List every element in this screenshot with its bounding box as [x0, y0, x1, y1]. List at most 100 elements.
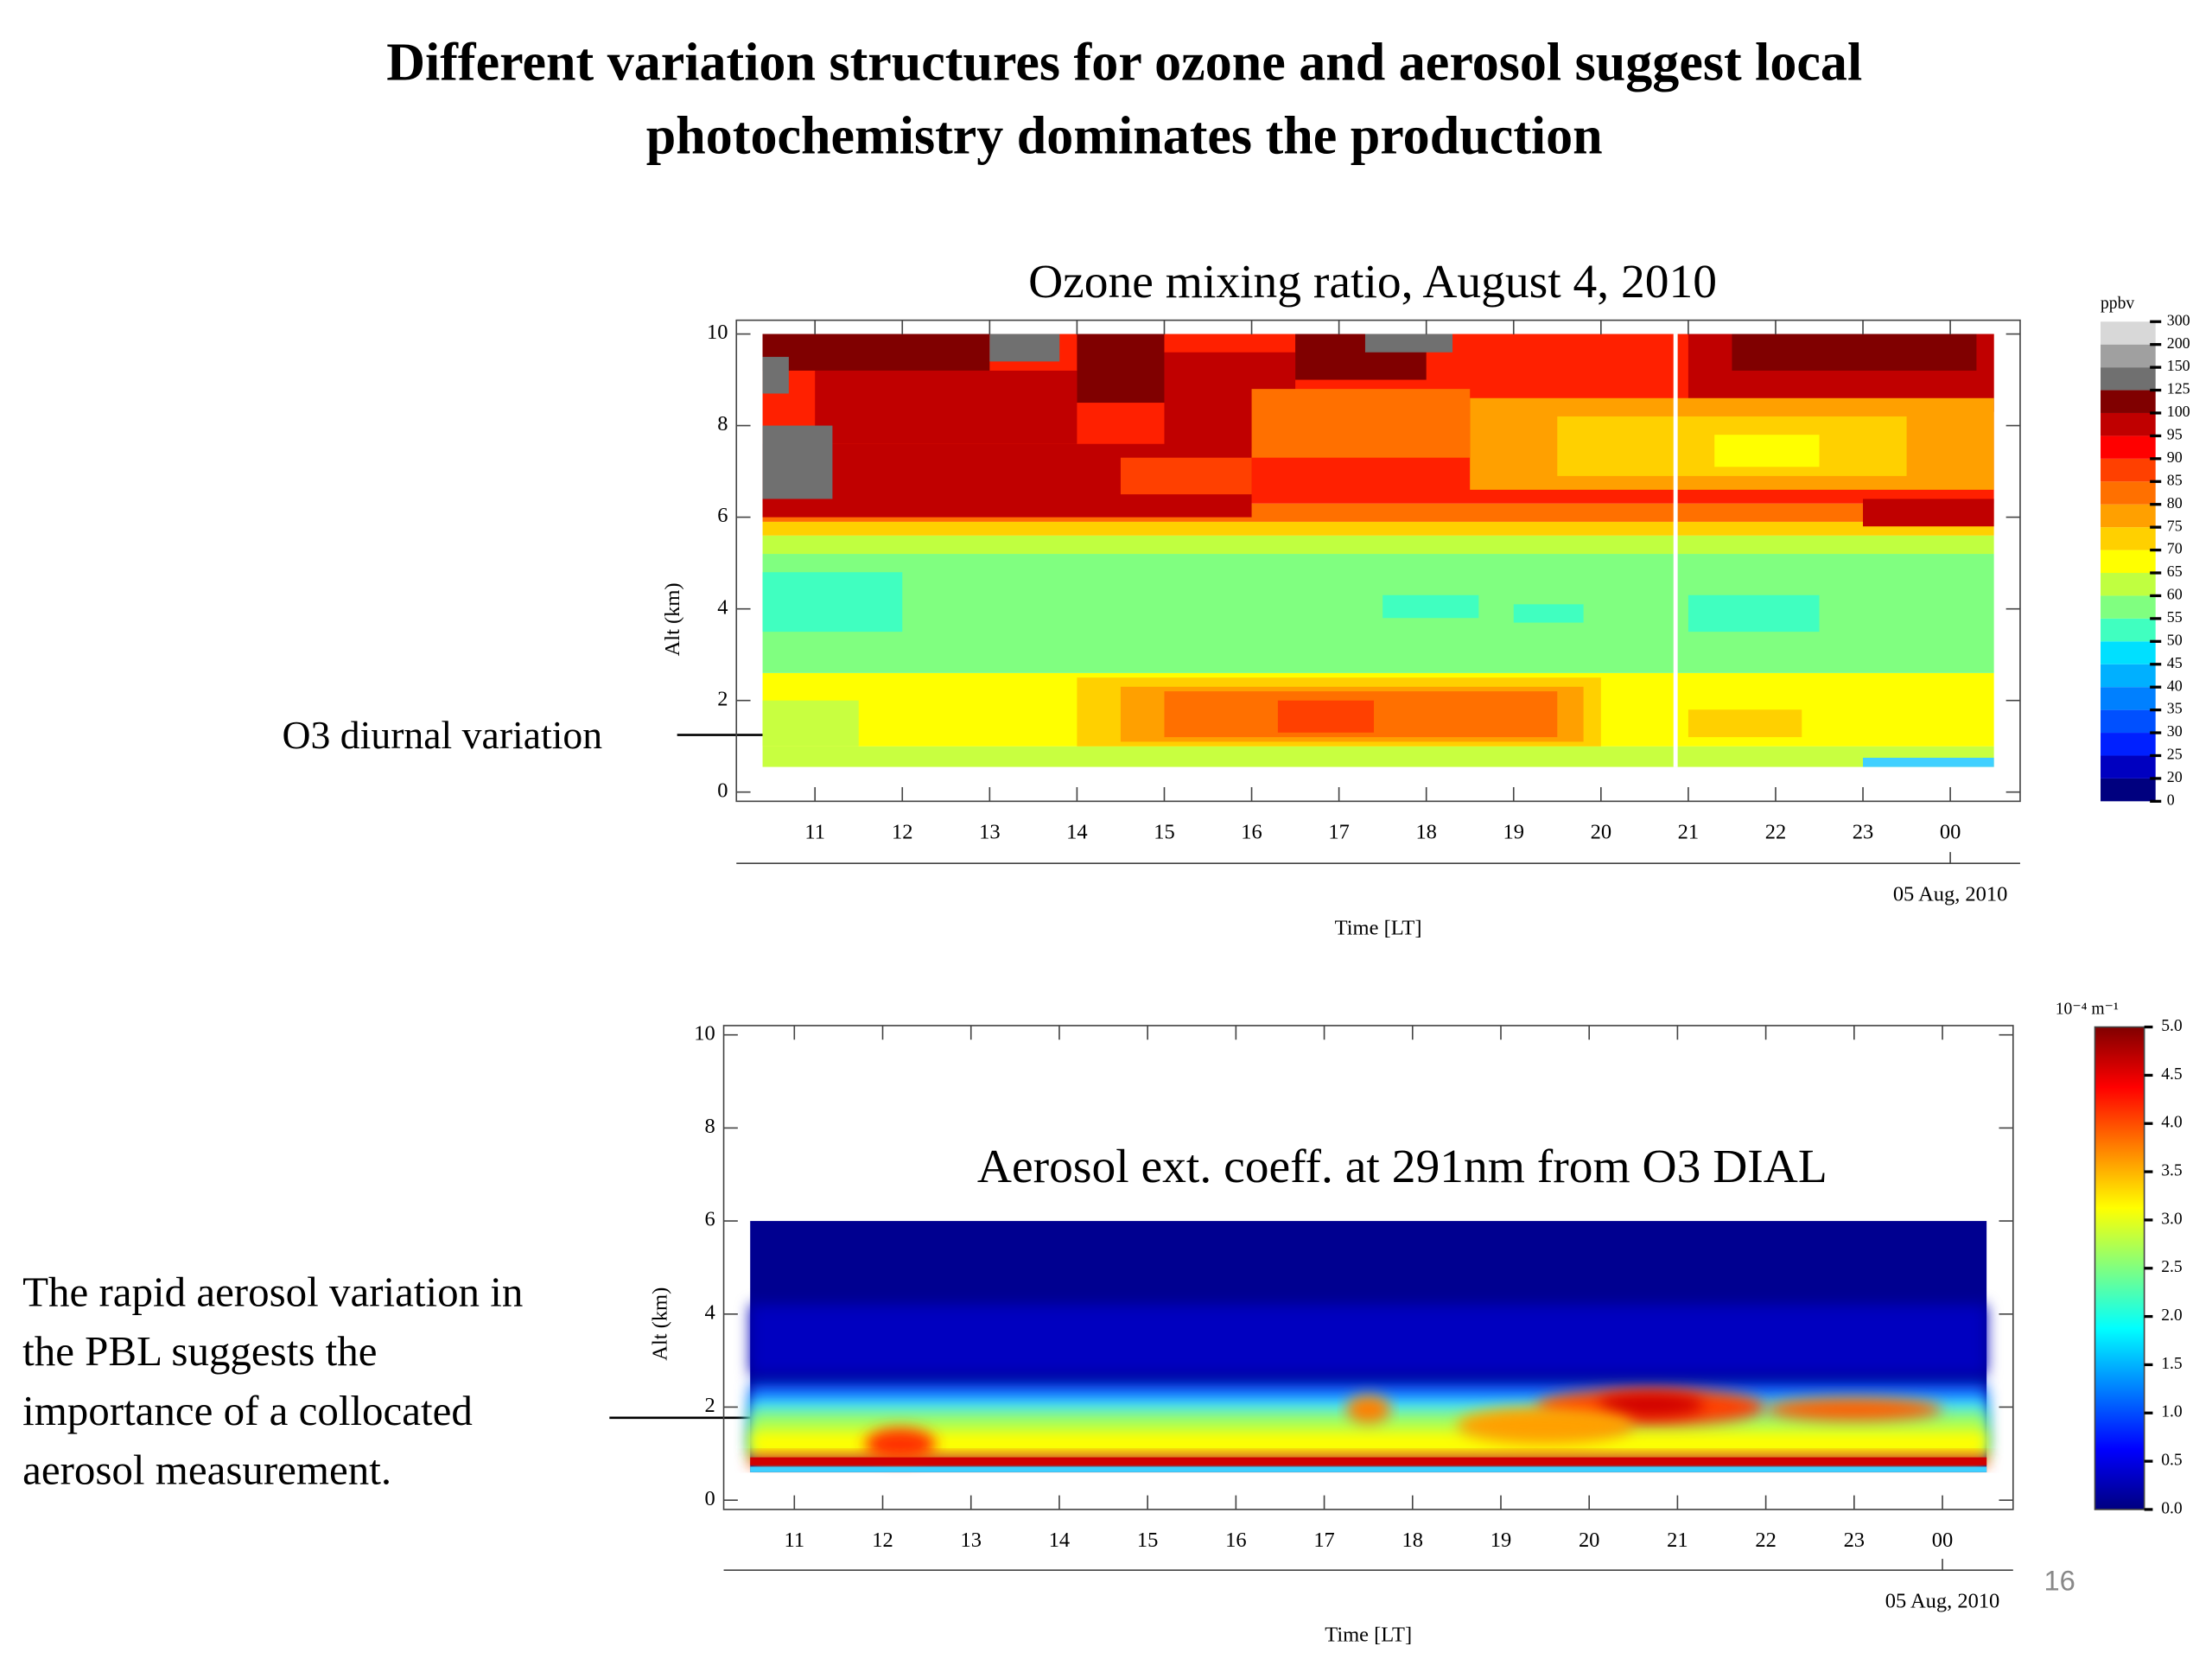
heatmap-cell: [762, 746, 1994, 767]
colorbar-tick-label: 75: [2167, 517, 2183, 534]
x-tick-label: 18: [1402, 1529, 1423, 1552]
colorbar-swatch: [2101, 641, 2156, 664]
heatmap-cell: [762, 334, 990, 371]
y-tick-label: 6: [717, 504, 728, 527]
x-tick-label: 16: [1225, 1529, 1246, 1552]
colorbar-tick-label: 5.0: [2161, 1017, 2183, 1035]
y-tick-label: 0: [717, 779, 728, 802]
colorbar-swatch: [2101, 412, 2156, 436]
x-tick-label: 13: [961, 1529, 982, 1552]
date-label: 05 Aug, 2010: [1893, 882, 2008, 906]
x-tick-label: 11: [804, 821, 825, 844]
colorbar-tick-label: 70: [2167, 540, 2183, 557]
heatmap: [762, 334, 1994, 767]
heatmap-cell: [762, 521, 1994, 536]
colorbar-tick-label: 30: [2167, 722, 2183, 740]
heatmap-cell: [1077, 334, 1165, 404]
colorbar-swatch: [2101, 435, 2156, 459]
heatmap-cell: [750, 1466, 1987, 1472]
x-tick-label: 14: [1066, 821, 1087, 844]
x-tick-label: 00: [1940, 821, 1961, 844]
colorbar-swatch: [2101, 595, 2156, 619]
slide-title: photochemistry dominates the production: [646, 106, 1603, 165]
colorbar-label: ppbv: [2101, 295, 2134, 313]
annotation: O3 diurnal variation: [283, 713, 603, 757]
colorbar-swatch: [2101, 573, 2156, 596]
x-tick-label: 17: [1313, 1529, 1334, 1552]
colorbar-tick-label: 1.0: [2161, 1403, 2183, 1421]
heatmap-cell: [1688, 594, 1820, 632]
y-tick-label: 8: [717, 412, 728, 435]
colorbar-tick-label: 0.0: [2161, 1499, 2183, 1517]
x-tick-label: 12: [872, 1529, 893, 1552]
colorbar-tick-label: 85: [2167, 471, 2183, 488]
y-tick-label: 2: [705, 1394, 715, 1417]
colorbar-tick-label: 100: [2167, 403, 2190, 420]
colorbar-tick-label: 200: [2167, 334, 2190, 352]
colorbar-tick-label: 55: [2167, 608, 2183, 626]
colorbar-tick-label: 40: [2167, 677, 2183, 694]
x-axis-label: Time [LT]: [1325, 1624, 1412, 1647]
colorbar-tick-label: 20: [2167, 768, 2183, 785]
heatmap-blob: [865, 1427, 936, 1461]
colorbar-swatch: [2101, 527, 2156, 550]
heatmap-cell: [1382, 594, 1479, 619]
x-tick-label: 18: [1415, 821, 1436, 844]
colorbar-tick-label: 80: [2167, 494, 2183, 512]
plot-frame: [722, 1025, 2014, 1510]
heatmap-cell: [762, 572, 903, 632]
plot-frame: [735, 319, 2021, 803]
x-tick-label: 21: [1678, 821, 1699, 844]
colorbar-tick-label: 50: [2167, 631, 2183, 648]
x-tick-label: 21: [1667, 1529, 1688, 1552]
x-tick-label: 23: [1844, 1529, 1865, 1552]
heatmap-blob: [1346, 1395, 1391, 1424]
x-tick-label: 15: [1154, 821, 1174, 844]
y-tick-label: 10: [694, 1021, 715, 1045]
colorbar-tick-label: 2.5: [2161, 1258, 2183, 1276]
heatmap-cell: [762, 700, 859, 747]
heatmap-cell: [1863, 499, 1994, 527]
colorbar-tick-label: 150: [2167, 357, 2190, 374]
colorbar-tick-label: 300: [2167, 311, 2190, 328]
x-tick-label: 13: [979, 821, 1000, 844]
heatmap-cell: [762, 425, 833, 499]
heatmap-blob: [1765, 1397, 1943, 1421]
y-tick-label: 4: [717, 595, 728, 619]
colorbar-swatch: [2101, 367, 2156, 391]
colorbar-tick-label: 2.0: [2161, 1306, 2183, 1325]
heatmap-cell: [750, 1305, 1987, 1375]
x-tick-label: 23: [1853, 821, 1873, 844]
y-tick-label: 2: [717, 687, 728, 710]
colorbar-swatch: [2101, 458, 2156, 482]
slide-title: Different variation structures for ozone…: [386, 34, 1862, 92]
colorbar-swatch: [2101, 733, 2156, 756]
x-tick-label: 20: [1591, 821, 1611, 844]
y-axis-label: Alt (km): [648, 1287, 671, 1361]
colorbar-tick-label: 45: [2167, 654, 2183, 671]
heatmap-cell: [1732, 334, 1977, 371]
colorbar-tick-label: 0.5: [2161, 1452, 2183, 1470]
y-tick-label: 0: [705, 1487, 715, 1510]
x-axis-label: Time [LT]: [1335, 917, 1422, 940]
heatmap-cell: [1120, 457, 1252, 495]
x-tick-label: 19: [1503, 821, 1524, 844]
colorbar-swatch: [2101, 390, 2156, 413]
colorbar-tick-label: 3.0: [2161, 1210, 2183, 1228]
colorbar-swatch: [2101, 709, 2156, 734]
colorbar-tick-label: 0: [2167, 791, 2175, 808]
colorbar-swatch: [2101, 618, 2156, 642]
colorbar-tick-label: 25: [2167, 746, 2183, 763]
x-tick-label: 14: [1049, 1529, 1070, 1552]
heatmap-cell: [815, 370, 1077, 444]
chart-title: Ozone mixing ratio, August 4, 2010: [1028, 256, 1717, 308]
annotation: the PBL suggests the: [22, 1327, 377, 1375]
heatmap-cell: [1251, 389, 1471, 458]
chart-title: Aerosol ext. coeff. at 291nm from O3 DIA…: [977, 1141, 1827, 1193]
x-tick-label: 17: [1328, 821, 1349, 844]
colorbar: [2094, 1026, 2145, 1510]
colorbar-swatch: [2101, 778, 2156, 802]
x-tick-label: 22: [1755, 1529, 1776, 1552]
colorbar-swatch: [2101, 755, 2156, 779]
